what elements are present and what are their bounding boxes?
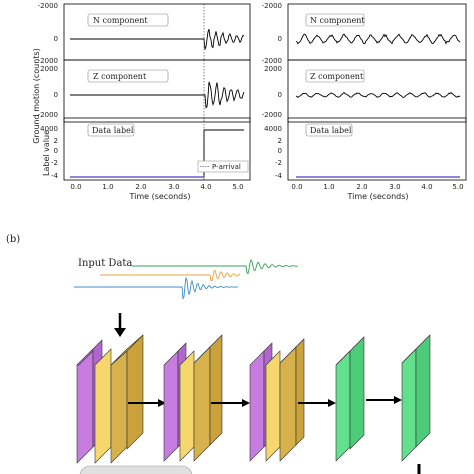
label-panel-left (63, 117, 251, 181)
ytick-r-l-2: 2 (278, 137, 282, 145)
n-label: N component (93, 16, 148, 25)
right-yticks: -2000 0 -2000 2000 0 -2000 4000 2 0 -2 -… (262, 2, 283, 180)
n-trace-left (70, 29, 245, 50)
data-label-text: Data label (92, 126, 134, 135)
data-label-box-right (305, 123, 353, 137)
z-label-right: Z component (310, 72, 364, 81)
ytick-r-l-m4: -4 (275, 172, 283, 180)
right-xticks: 0.0 1.0 2.0 3.0 4.0 5.0 (291, 183, 463, 191)
xtick-r-1: 1.0 (323, 183, 334, 191)
left-xticks: 0.0 1.0 2.0 3.0 4.0 5.0 (70, 183, 243, 191)
ytick-n-bot: -2000 (38, 57, 58, 65)
arrow-3-head (328, 399, 336, 407)
data-label-box (87, 123, 135, 137)
conv-block-3 (249, 338, 305, 462)
xtick-r-3: 3.0 (389, 183, 400, 191)
xtick-r-5: 5.0 (452, 183, 463, 191)
input-trace-blue (74, 277, 238, 301)
xtick-l-1: 1.0 (102, 183, 113, 191)
input-trace-green (132, 258, 299, 275)
ytick-n-0: 0 (54, 35, 58, 43)
xtick-l-0: 0.0 (70, 183, 81, 191)
xtick-l-4: 4.0 (200, 183, 211, 191)
n-trace-right (295, 33, 461, 45)
n-label-right: N component (310, 16, 365, 25)
xtick-l-2: 2.0 (135, 183, 146, 191)
conv-block-1 (76, 334, 144, 464)
ytick-r-l-m2: -2 (275, 159, 282, 167)
n-label-box-right (305, 13, 365, 27)
z-panel-right (287, 59, 467, 123)
z-trace-right (295, 91, 461, 98)
arrow-4-head (394, 396, 402, 404)
ytick-r-n-0: 0 (278, 35, 282, 43)
arrow-2-head (242, 399, 250, 407)
n-label-box (87, 13, 169, 27)
ytick-r-l-4000: 4000 (264, 125, 282, 133)
ylabel-motion: Ground motion (counts) (32, 48, 41, 144)
ytick-l-2: 2 (54, 137, 58, 145)
output-box-partial (79, 465, 193, 474)
ytick-r-n-top: -2000 (262, 2, 282, 10)
label-panel-right (287, 117, 467, 181)
ytick-l-m4: -4 (51, 172, 59, 180)
ytick-z-top: 2000 (40, 65, 58, 73)
dense-block-2 (401, 334, 431, 462)
ytick-r-l-0: 0 (278, 147, 282, 155)
n-panel-left (63, 3, 251, 61)
z-label: Z component (93, 72, 147, 81)
dense-block-1 (335, 336, 365, 462)
ytick-l-0: 0 (54, 147, 58, 155)
xtick-r-2: 2.0 (356, 183, 367, 191)
ylabel-label: Label value (42, 130, 51, 176)
ytick-r-n-bot: -2000 (262, 57, 282, 65)
arrow-1-head (158, 399, 166, 407)
ytick-l-m2: -2 (51, 159, 58, 167)
z-panel-left (63, 59, 251, 123)
input-trace-orange (100, 269, 241, 281)
ytick-r-z-top: 2000 (264, 65, 282, 73)
z-label-box-right (305, 69, 365, 83)
data-label-text-right: Data label (310, 126, 352, 135)
conv-block-2 (163, 334, 223, 462)
input-data-label: Input Data (78, 258, 132, 269)
ytick-r-z-bot: -2000 (262, 111, 282, 119)
n-panel-right (287, 3, 467, 61)
z-label-box (87, 69, 169, 83)
xlabel-right: Time (seconds) (346, 192, 408, 201)
ytick-l-4000: 4000 (40, 125, 58, 133)
z-trace-left (70, 81, 245, 109)
ytick-r-z-0: 0 (278, 91, 282, 99)
legend-label: P-arrival (212, 163, 241, 171)
sublabel-b: (b) (6, 234, 20, 245)
ytick-z-0: 0 (54, 91, 58, 99)
xtick-l-3: 3.0 (168, 183, 179, 191)
input-arrow-head (114, 328, 126, 337)
ytick-z-bot: -2000 (38, 111, 58, 119)
xtick-l-5: 5.0 (232, 183, 243, 191)
xtick-r-4: 4.0 (421, 183, 432, 191)
xtick-r-0: 0.0 (291, 183, 302, 191)
legend-box (197, 160, 249, 173)
left-yticks: -2000 0 -2000 2000 0 -2000 4000 2 0 -2 -… (38, 2, 59, 180)
xlabel-left: Time (seconds) (128, 192, 190, 201)
ytick-n-top: -2000 (38, 2, 58, 10)
